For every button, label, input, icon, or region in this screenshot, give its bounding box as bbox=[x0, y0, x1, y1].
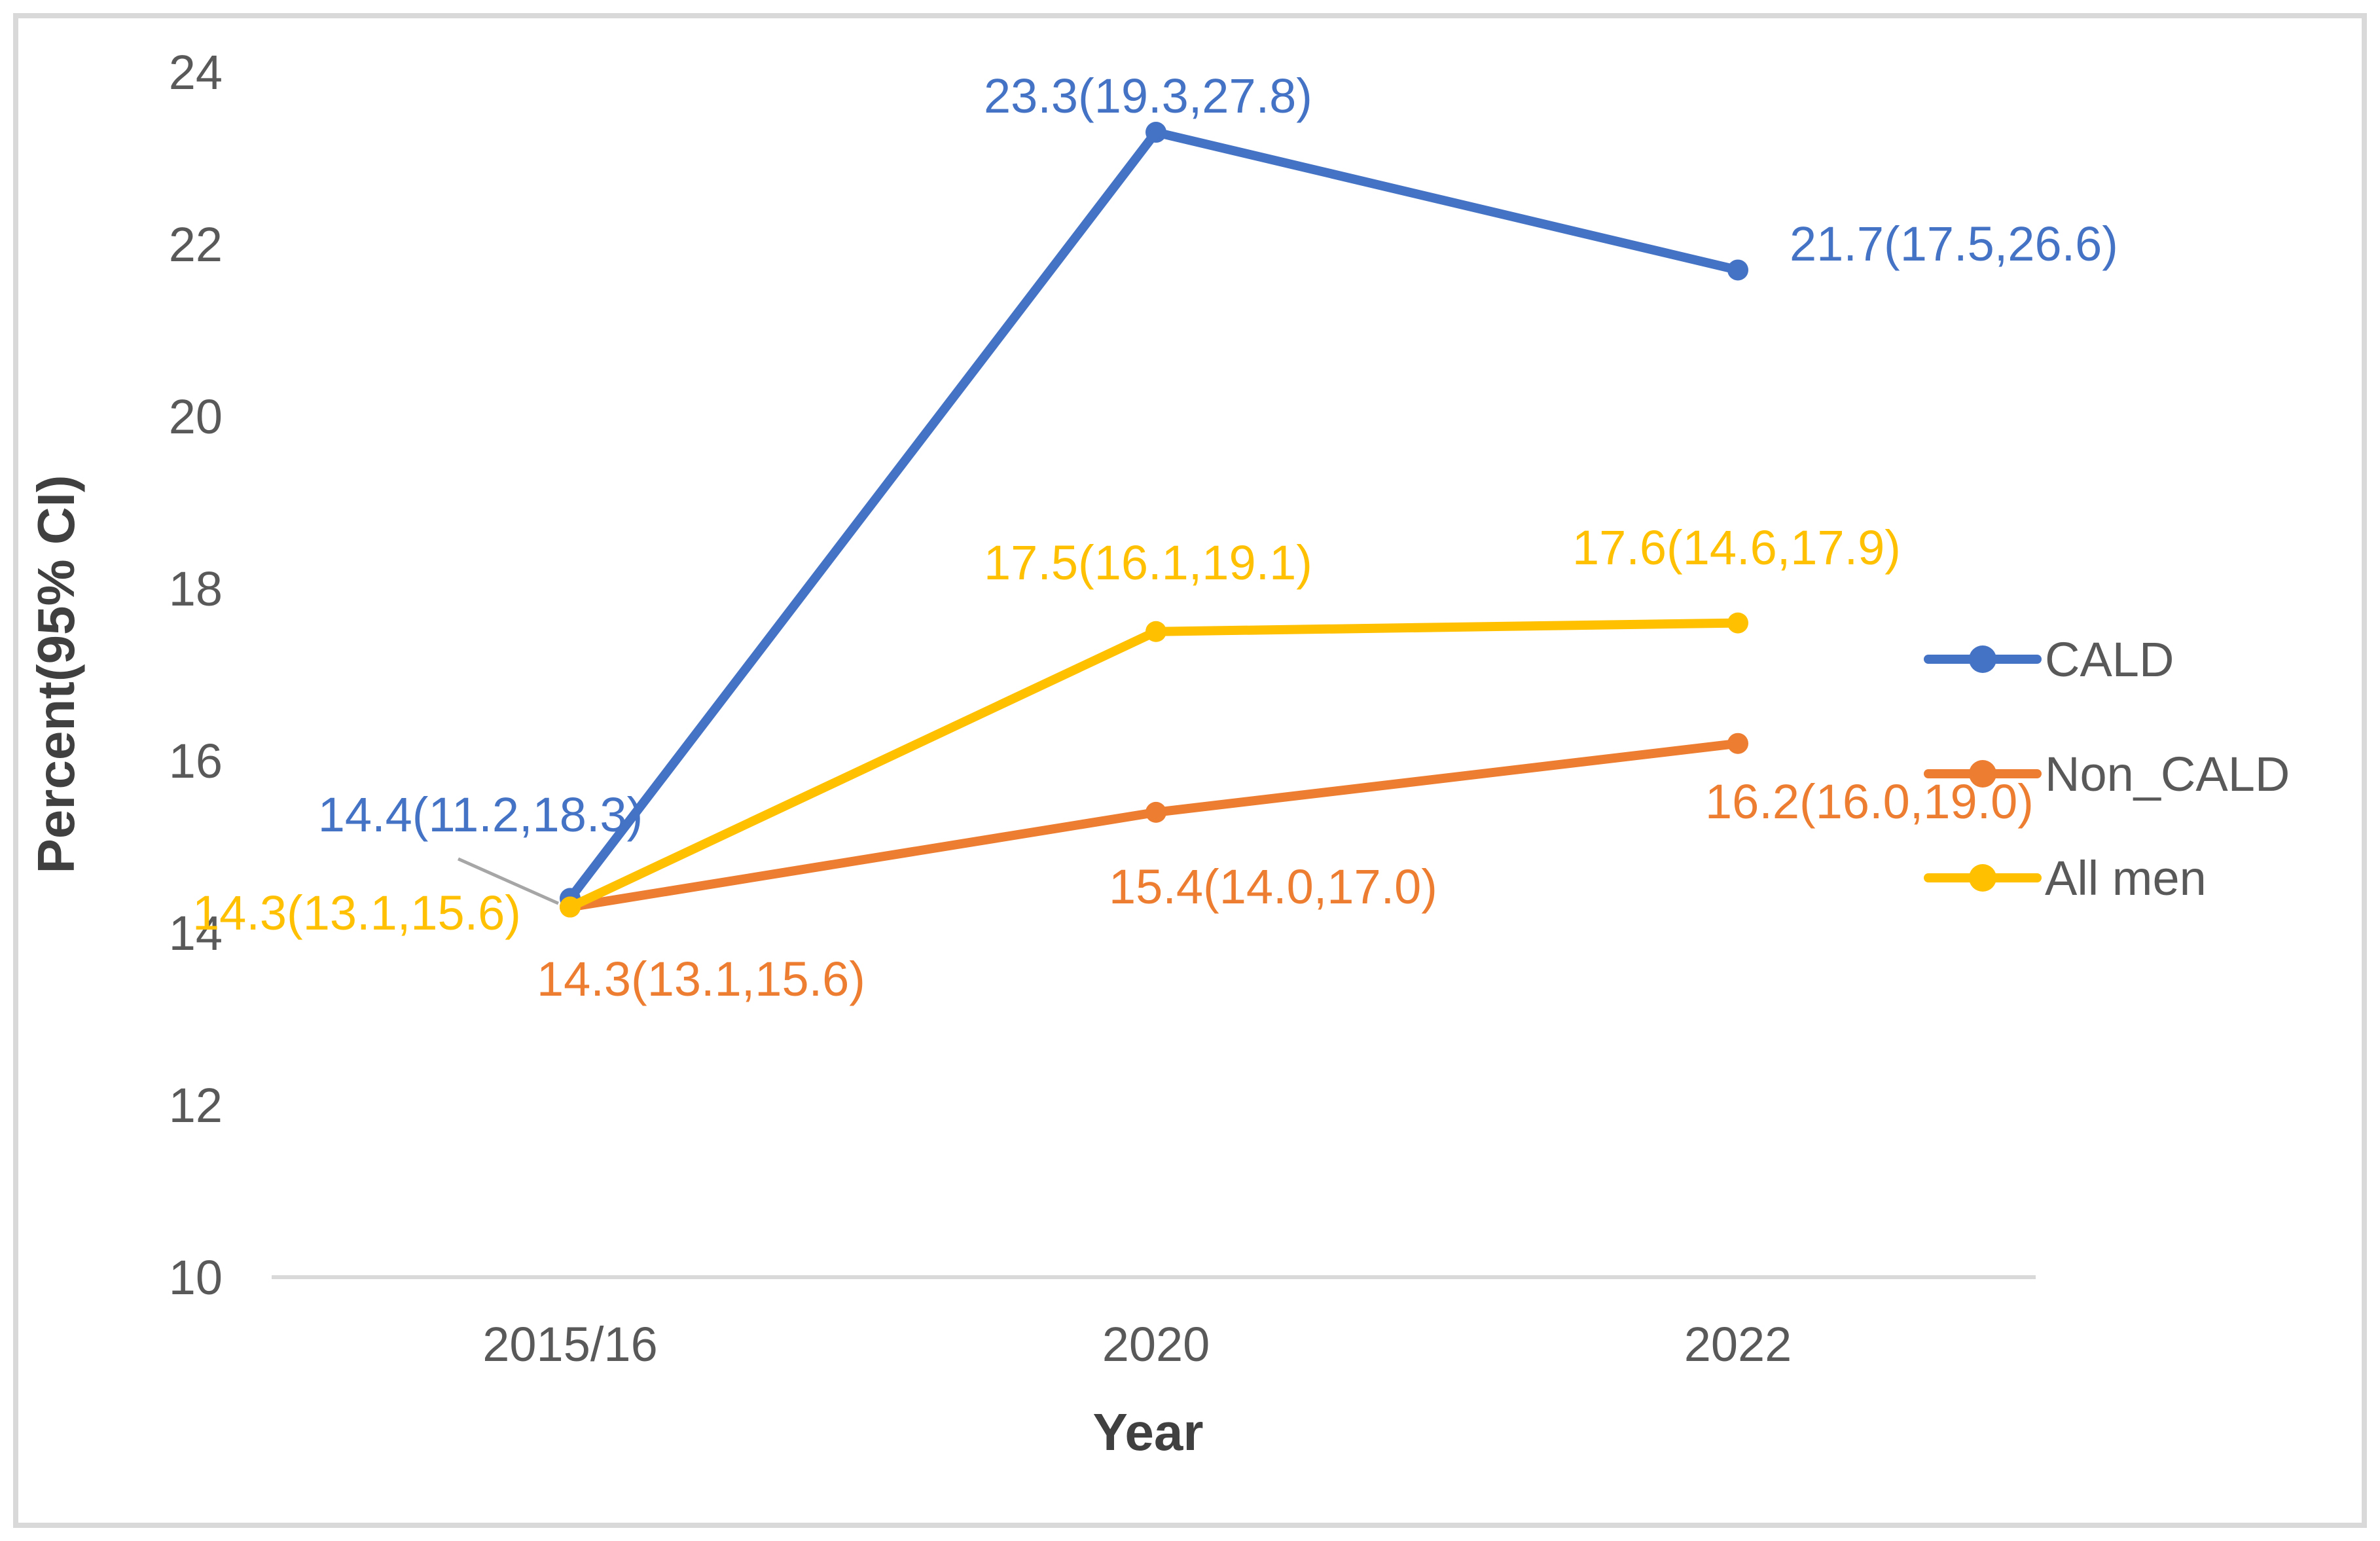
legend-marker-dot-cald bbox=[1969, 645, 1996, 673]
series-line-cald bbox=[566, 128, 1742, 903]
x-tick-label: 2020 bbox=[1102, 1317, 1210, 1371]
y-tick-label: 12 bbox=[169, 1078, 223, 1133]
legend-item-non-cald: Non_CALD bbox=[1924, 747, 2290, 801]
data-label-all-men-2015/16: 14.3(13.1,15.6) bbox=[192, 886, 521, 940]
data-point-all-men-2015/16 bbox=[560, 896, 581, 918]
y-axis-title: Percent(95% CI) bbox=[27, 475, 85, 873]
data-point-non-cald-2020 bbox=[1145, 801, 1166, 823]
data-label-all-men-2022: 17.6(14.6,17.9) bbox=[1572, 520, 1901, 575]
series-group bbox=[560, 122, 1748, 918]
legend: CALD Non_CALD All men bbox=[1924, 632, 2290, 905]
data-point-cald-2020 bbox=[1145, 122, 1166, 143]
data-point-all-men-2022 bbox=[1727, 612, 1748, 634]
y-tick-label: 16 bbox=[169, 734, 223, 788]
y-tick-label: 10 bbox=[169, 1250, 223, 1305]
y-axis-tick-labels: 10 12 14 16 18 20 22 24 bbox=[169, 45, 223, 1305]
chart-border bbox=[13, 13, 2367, 1528]
legend-marker-dot-non-cald bbox=[1969, 760, 1996, 788]
legend-label-cald: CALD bbox=[2045, 632, 2174, 687]
data-label-cald-2015/16: 14.4(11.2,18.3) bbox=[318, 788, 643, 842]
data-label-non-cald-2020: 15.4(14.0,17.0) bbox=[1109, 860, 1437, 914]
legend-item-cald: CALD bbox=[1924, 632, 2174, 687]
y-tick-label: 24 bbox=[169, 45, 223, 100]
x-tick-label: 2022 bbox=[1684, 1317, 1792, 1371]
y-tick-label: 22 bbox=[169, 217, 223, 272]
y-tick-label: 20 bbox=[169, 390, 223, 444]
data-point-all-men-2020 bbox=[1145, 621, 1166, 642]
data-point-cald-2022 bbox=[1727, 259, 1748, 281]
legend-label-all-men: All men bbox=[2045, 851, 2207, 905]
y-tick-label: 18 bbox=[169, 562, 223, 616]
data-label-cald-2020: 23.3(19.3,27.8) bbox=[984, 69, 1312, 123]
legend-label-non-cald: Non_CALD bbox=[2045, 747, 2290, 801]
legend-marker-dot-all-men bbox=[1969, 864, 1996, 892]
x-axis-tick-labels: 2015/16 2020 2022 bbox=[482, 1317, 1792, 1371]
x-tick-label: 2015/16 bbox=[482, 1317, 658, 1371]
data-label-non-cald-2015/16: 14.3(13.1,15.6) bbox=[537, 952, 865, 1006]
data-labels-group: 14.4(11.2,18.3) 23.3(19.3,27.8) 21.7(17.5,… bbox=[192, 69, 2118, 1006]
callout-leader-line bbox=[457, 857, 560, 905]
y-tick-label: 14 bbox=[169, 906, 223, 960]
x-axis-title: Year bbox=[1092, 1403, 1203, 1461]
data-label-all-men-2020: 17.5(16.1,19.1) bbox=[984, 535, 1312, 590]
legend-item-all-men: All men bbox=[1924, 851, 2207, 905]
data-label-cald-2022: 21.7(17.5,26.6) bbox=[1790, 217, 2118, 271]
data-point-non-cald-2022 bbox=[1727, 733, 1748, 754]
